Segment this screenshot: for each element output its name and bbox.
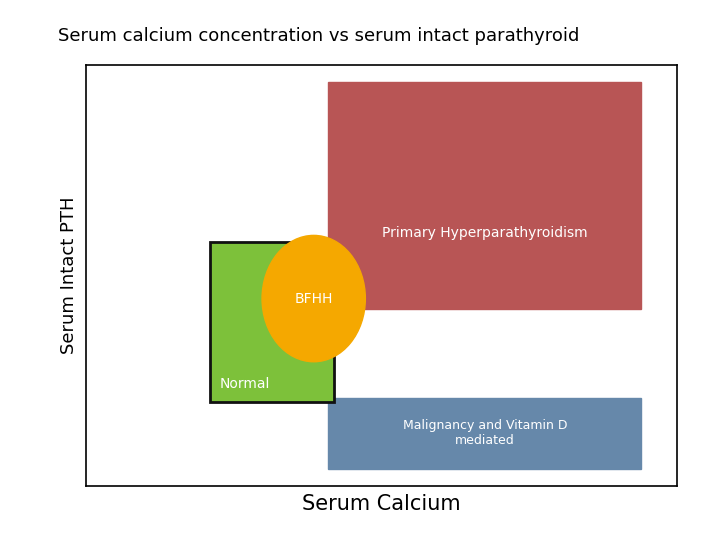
Text: Primary Hyperparathyroidism: Primary Hyperparathyroidism (382, 226, 588, 240)
Text: Normal: Normal (220, 377, 269, 391)
X-axis label: Serum Calcium: Serum Calcium (302, 494, 461, 514)
Text: BFHH: BFHH (294, 292, 333, 306)
Bar (328, 397, 642, 469)
Text: Malignancy and Vitamin D
mediated: Malignancy and Vitamin D mediated (402, 420, 567, 447)
Text: Serum calcium concentration vs serum intact parathyroid: Serum calcium concentration vs serum int… (58, 27, 579, 45)
Bar (210, 242, 334, 402)
Y-axis label: Serum Intact PTH: Serum Intact PTH (60, 197, 78, 354)
Bar (328, 82, 642, 309)
Ellipse shape (262, 235, 365, 362)
